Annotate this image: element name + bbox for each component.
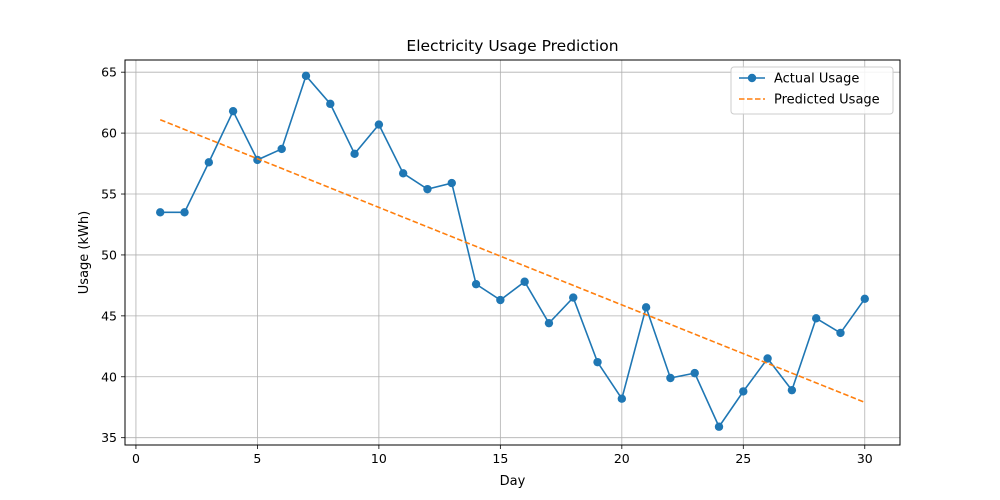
y-axis-label: Usage (kWh) [77,211,92,294]
data-point [666,373,675,383]
data-point [836,328,845,338]
x-tick-label: 25 [735,451,751,466]
data-point [374,120,384,129]
data-point [690,368,699,378]
data-point [326,99,335,109]
data-point [277,144,286,154]
data-point [544,318,554,328]
plot-frame [124,59,901,446]
y-tick-label: 55 [101,187,117,202]
data-point [301,71,311,81]
data-point [763,354,772,363]
legend-label: Predicted Usage [774,93,880,108]
x-tick-label: 15 [492,451,508,466]
y-tick-label: 40 [101,369,117,384]
x-tick-label: 30 [857,451,873,466]
data-point [423,184,432,194]
x-tick-label: 0 [132,451,140,466]
data-point [350,149,359,159]
data-point [811,314,821,323]
legend-marker [747,73,757,83]
x-tick-label: 5 [253,451,261,466]
series-layer [156,71,869,431]
x-tick-label: 10 [371,451,387,466]
legend-box [730,66,894,115]
chart-title: Electricity Usage Prediction [406,37,618,55]
data-point [520,277,529,286]
data-point [714,422,724,431]
data-point [739,387,748,396]
y-tick-label: 45 [101,308,117,323]
data-point [860,294,869,303]
data-point [471,279,481,289]
data-point [569,293,578,302]
legend-label: Actual Usage [774,72,859,87]
data-point [398,169,408,178]
data-point [180,208,189,217]
legend: Actual Usage Predicted Usage [730,66,894,115]
data-point [617,394,627,403]
data-point [593,357,602,367]
data-point [787,385,797,395]
y-tick-label: 35 [101,430,117,445]
data-point [204,158,214,167]
y-tick-label: 60 [101,126,117,141]
data-point [641,303,651,312]
y-tick-label: 50 [101,247,117,262]
series-line-predicted-usage [159,118,866,404]
axis-ticks: 0 5 10 15 20 25 30 35 40 45 50 55 60 65 [101,65,873,466]
data-point [156,208,165,217]
x-tick-label: 20 [614,451,630,466]
data-point [253,155,262,165]
series-line-actual-usage [160,74,866,429]
y-tick-label: 65 [101,65,117,80]
x-axis-label: Day [500,474,526,489]
data-point [228,106,238,116]
data-point [447,178,456,188]
data-point [496,295,505,305]
